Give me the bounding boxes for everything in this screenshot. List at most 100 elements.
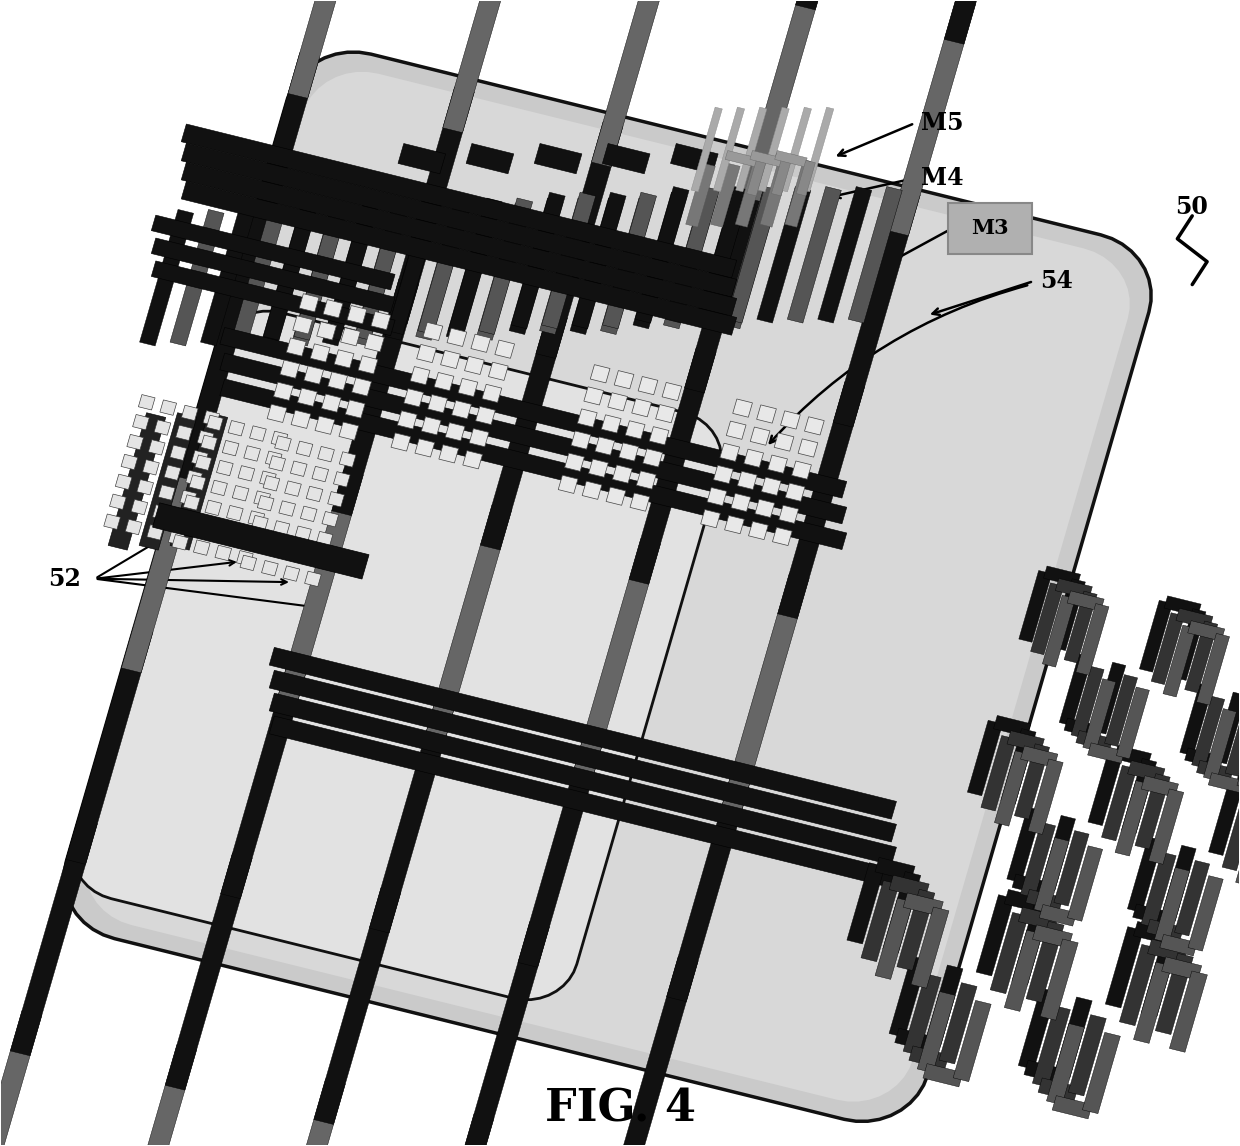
Polygon shape	[897, 889, 935, 971]
Polygon shape	[115, 474, 131, 489]
Text: M4: M4	[921, 166, 963, 190]
Polygon shape	[272, 431, 288, 447]
Polygon shape	[358, 355, 378, 374]
Polygon shape	[316, 532, 332, 547]
Polygon shape	[1069, 1014, 1106, 1096]
Polygon shape	[564, 453, 584, 471]
Polygon shape	[397, 410, 417, 429]
Polygon shape	[211, 480, 227, 495]
Polygon shape	[217, 461, 233, 476]
Polygon shape	[466, 143, 513, 174]
Polygon shape	[1012, 874, 1049, 896]
Polygon shape	[269, 647, 897, 819]
Polygon shape	[215, 545, 232, 560]
Polygon shape	[1148, 788, 1184, 864]
Polygon shape	[636, 471, 656, 489]
Polygon shape	[241, 555, 257, 571]
Polygon shape	[1197, 760, 1234, 780]
Polygon shape	[290, 461, 308, 477]
Polygon shape	[1007, 807, 1042, 882]
Polygon shape	[283, 566, 300, 581]
Polygon shape	[1116, 688, 1149, 759]
Polygon shape	[775, 150, 807, 167]
Polygon shape	[724, 516, 744, 534]
Polygon shape	[305, 571, 321, 587]
Polygon shape	[252, 516, 268, 531]
Polygon shape	[316, 322, 336, 340]
Polygon shape	[274, 435, 291, 452]
Polygon shape	[410, 367, 430, 385]
Polygon shape	[1040, 939, 1079, 1020]
Polygon shape	[1159, 934, 1197, 956]
Polygon shape	[1024, 1060, 1064, 1083]
Polygon shape	[482, 384, 502, 402]
Polygon shape	[219, 379, 847, 550]
Polygon shape	[600, 198, 655, 335]
Polygon shape	[322, 210, 376, 346]
Polygon shape	[391, 433, 410, 452]
Polygon shape	[1004, 889, 1044, 912]
Polygon shape	[186, 470, 202, 486]
Polygon shape	[1141, 776, 1178, 798]
Polygon shape	[777, 382, 864, 619]
Polygon shape	[1030, 583, 1064, 654]
Polygon shape	[1087, 751, 1123, 825]
Polygon shape	[259, 471, 277, 486]
Polygon shape	[355, 204, 409, 340]
Polygon shape	[1147, 939, 1188, 963]
Polygon shape	[265, 452, 281, 466]
Polygon shape	[310, 344, 330, 362]
Polygon shape	[725, 150, 758, 167]
Polygon shape	[315, 416, 335, 434]
Polygon shape	[386, 204, 439, 340]
Polygon shape	[1055, 579, 1092, 599]
Polygon shape	[159, 485, 175, 501]
Polygon shape	[750, 427, 770, 446]
Polygon shape	[258, 495, 274, 511]
Polygon shape	[1004, 931, 1043, 1012]
Polygon shape	[1127, 761, 1164, 782]
Polygon shape	[248, 511, 264, 526]
Polygon shape	[847, 863, 885, 944]
Polygon shape	[153, 503, 370, 579]
Polygon shape	[197, 431, 215, 446]
Polygon shape	[684, 156, 771, 393]
Polygon shape	[279, 501, 295, 516]
Polygon shape	[479, 198, 533, 335]
Polygon shape	[1028, 759, 1063, 834]
Polygon shape	[201, 210, 254, 346]
Polygon shape	[317, 447, 335, 462]
Polygon shape	[476, 204, 531, 340]
Polygon shape	[875, 857, 915, 880]
Polygon shape	[221, 525, 237, 541]
Polygon shape	[339, 422, 358, 440]
Polygon shape	[219, 353, 847, 524]
Polygon shape	[332, 278, 419, 516]
Polygon shape	[169, 529, 185, 545]
Polygon shape	[1033, 1006, 1070, 1088]
Polygon shape	[744, 449, 764, 468]
Polygon shape	[711, 164, 740, 227]
Polygon shape	[286, 338, 306, 356]
Polygon shape	[184, 495, 200, 510]
Polygon shape	[262, 210, 315, 346]
Polygon shape	[1154, 868, 1189, 943]
Polygon shape	[66, 627, 153, 864]
Text: M5: M5	[921, 111, 963, 135]
Polygon shape	[273, 520, 290, 536]
Polygon shape	[1174, 861, 1210, 936]
Polygon shape	[365, 333, 384, 352]
Polygon shape	[573, 539, 661, 776]
Polygon shape	[1184, 621, 1218, 693]
Polygon shape	[1064, 719, 1101, 738]
Polygon shape	[352, 378, 372, 397]
Polygon shape	[724, 193, 779, 329]
Polygon shape	[727, 421, 746, 439]
Text: 50: 50	[1174, 195, 1208, 219]
Polygon shape	[227, 505, 243, 521]
Polygon shape	[889, 956, 928, 1037]
Polygon shape	[296, 441, 312, 456]
Polygon shape	[1115, 780, 1151, 856]
Polygon shape	[327, 371, 347, 390]
Polygon shape	[149, 440, 165, 455]
